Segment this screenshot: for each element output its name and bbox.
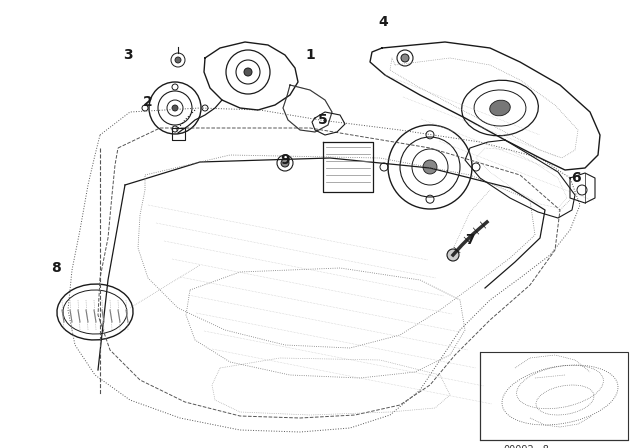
Ellipse shape: [401, 54, 409, 62]
Ellipse shape: [172, 105, 178, 111]
Text: 9: 9: [280, 153, 290, 167]
Bar: [480, 352, 628, 440]
Ellipse shape: [423, 160, 437, 174]
Text: 4: 4: [378, 15, 388, 29]
Ellipse shape: [175, 57, 181, 63]
Text: 7: 7: [465, 233, 475, 247]
Text: 00092···8: 00092···8: [503, 445, 549, 448]
Ellipse shape: [490, 100, 510, 116]
Text: 6: 6: [571, 171, 581, 185]
Text: 2: 2: [143, 95, 153, 109]
Text: 8: 8: [51, 261, 61, 275]
Text: 5: 5: [318, 113, 328, 127]
Text: 1: 1: [305, 48, 315, 62]
Text: 3: 3: [123, 48, 133, 62]
Ellipse shape: [447, 249, 459, 261]
Ellipse shape: [281, 159, 289, 167]
Ellipse shape: [244, 68, 252, 76]
